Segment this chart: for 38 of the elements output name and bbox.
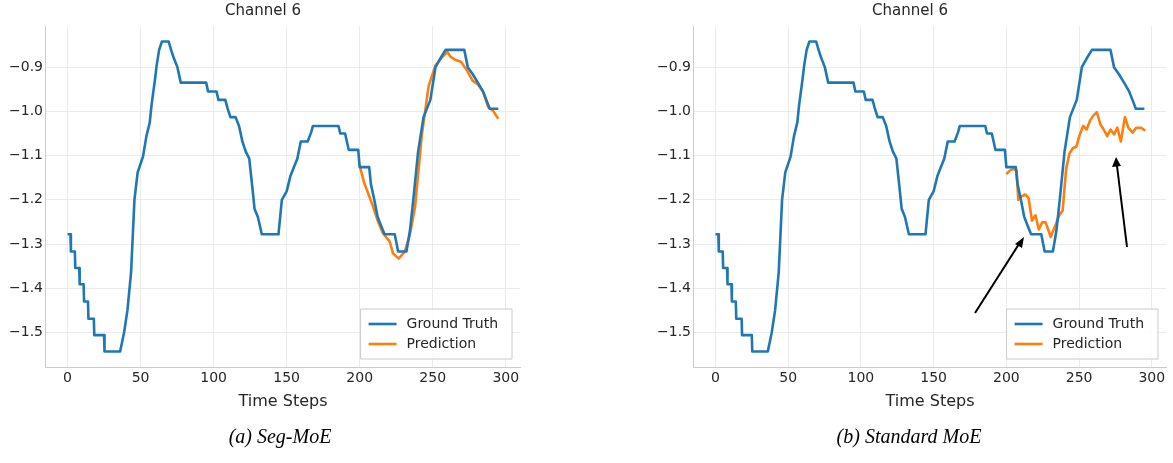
legend-label: Prediction — [406, 334, 477, 351]
x-tick-label: 0 — [710, 369, 720, 386]
legend-label: Prediction — [1052, 334, 1123, 351]
text: (b) Standard MoE — [835, 425, 983, 448]
y-tick-label: −1.2 — [9, 190, 43, 207]
y-tick-label: −1.4 — [9, 278, 44, 295]
y-tick-label: −1.4 — [657, 278, 692, 295]
x-tick-label: 250 — [419, 369, 447, 386]
x-tick-label: 300 — [1138, 369, 1166, 386]
y-tick-label: −1.0 — [657, 102, 691, 118]
x-tick-label: 300 — [492, 369, 520, 386]
y-tick-label: −1.0 — [9, 102, 43, 118]
y-tick-label: −1.1 — [657, 146, 691, 163]
x-tick-label: 200 — [346, 369, 374, 386]
x-tick-label: 100 — [847, 369, 875, 386]
y-tick-label: −1.2 — [657, 190, 691, 207]
chart-title: Channel 6 — [225, 0, 301, 19]
x-tick-label: 150 — [920, 369, 947, 386]
y-tick-label: −0.9 — [657, 57, 691, 74]
y-tick-label: −1.3 — [657, 234, 691, 251]
text: (a) Seg-MoE — [227, 425, 333, 448]
x-tick-label: 250 — [1065, 369, 1093, 386]
x-tick-label: 100 — [200, 369, 227, 386]
y-tick-label: −1.5 — [657, 323, 691, 340]
legend-label: Ground Truth — [406, 314, 499, 331]
x-tick-label: 200 — [992, 369, 1020, 386]
x-axis-title: Time Steps — [237, 390, 328, 410]
y-tick-label: −1.5 — [9, 323, 43, 340]
y-tick-label: −1.3 — [9, 234, 43, 251]
chart-title: Channel 6 — [872, 0, 948, 19]
x-tick-label: 50 — [779, 369, 798, 386]
y-tick-label: −0.9 — [9, 57, 43, 74]
legend-label: Ground Truth — [1052, 314, 1145, 331]
x-tick-label: 150 — [273, 369, 301, 386]
x-tick-label: 50 — [131, 369, 150, 386]
y-tick-label: −1.1 — [9, 146, 43, 163]
x-axis-title: Time Steps — [884, 390, 975, 410]
x-tick-label: 0 — [63, 369, 72, 386]
